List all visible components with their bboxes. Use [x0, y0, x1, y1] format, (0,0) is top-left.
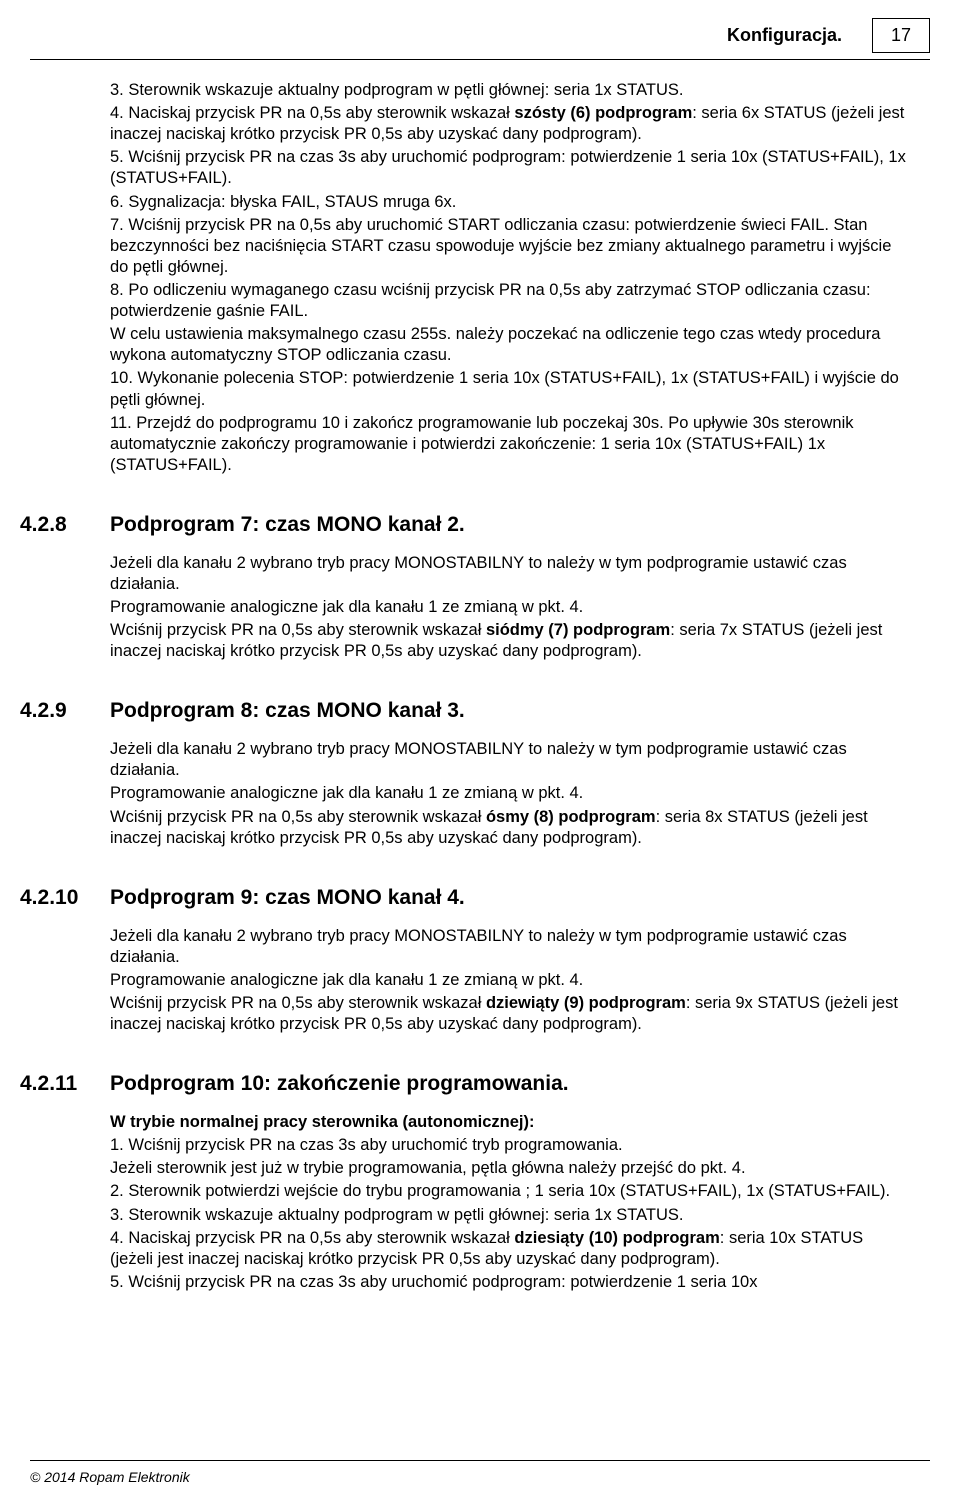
section-paragraph: 4. Naciskaj przycisk PR na 0,5s aby ster… — [110, 1228, 910, 1270]
section-heading: 4.2.11Podprogram 10: zakończenie program… — [110, 1071, 910, 1098]
section-number: 4.2.9 — [20, 698, 110, 725]
intro-paragraph: 5. Wciśnij przycisk PR na czas 3s aby ur… — [110, 147, 910, 189]
section-paragraph: Wciśnij przycisk PR na 0,5s aby sterowni… — [110, 993, 910, 1035]
section-paragraph: 3. Sterownik wskazuje aktualny podprogra… — [110, 1205, 910, 1226]
section-title: Podprogram 9: czas MONO kanał 4. — [110, 885, 465, 912]
section-body: W trybie normalnej pracy sterownika (aut… — [110, 1112, 910, 1293]
section-number: 4.2.8 — [20, 512, 110, 539]
section-title: Podprogram 8: czas MONO kanał 3. — [110, 698, 465, 725]
section-paragraph: Programowanie analogiczne jak dla kanału… — [110, 970, 910, 991]
section-paragraph: Wciśnij przycisk PR na 0,5s aby sterowni… — [110, 620, 910, 662]
page-content: 3. Sterownik wskazuje aktualny podprogra… — [0, 60, 960, 1293]
section-paragraph: Programowanie analogiczne jak dla kanału… — [110, 597, 910, 618]
section-body: Jeżeli dla kanału 2 wybrano tryb pracy M… — [110, 553, 910, 663]
section-heading: 4.2.9Podprogram 8: czas MONO kanał 3. — [110, 698, 910, 725]
section-number: 4.2.11 — [20, 1071, 110, 1098]
section-paragraph: W trybie normalnej pracy sterownika (aut… — [110, 1112, 910, 1133]
intro-paragraph: 3. Sterownik wskazuje aktualny podprogra… — [110, 80, 910, 101]
section-paragraph: Programowanie analogiczne jak dla kanału… — [110, 783, 910, 804]
section-title: Podprogram 7: czas MONO kanał 2. — [110, 512, 465, 539]
intro-paragraph: 8. Po odliczeniu wymaganego czasu wciśni… — [110, 280, 910, 322]
intro-paragraph: 7. Wciśnij przycisk PR na 0,5s aby uruch… — [110, 215, 910, 278]
intro-paragraph: 6. Sygnalizacja: błyska FAIL, STAUS mrug… — [110, 192, 910, 213]
footer-text: © 2014 Ropam Elektronik — [30, 1469, 190, 1485]
section-number: 4.2.10 — [20, 885, 110, 912]
page-header: Konfiguracja. 17 — [0, 0, 960, 59]
section-paragraph: 1. Wciśnij przycisk PR na czas 3s aby ur… — [110, 1135, 910, 1156]
footer-rule — [30, 1460, 930, 1461]
section-paragraph: Jeżeli sterownik jest już w trybie progr… — [110, 1158, 910, 1179]
section-paragraph: Jeżeli dla kanału 2 wybrano tryb pracy M… — [110, 926, 910, 968]
intro-paragraph: 4. Naciskaj przycisk PR na 0,5s aby ster… — [110, 103, 910, 145]
sections-block: 4.2.8Podprogram 7: czas MONO kanał 2. Jeż… — [110, 512, 910, 1293]
intro-block: 3. Sterownik wskazuje aktualny podprogra… — [110, 80, 910, 476]
section-title: Podprogram 10: zakończenie programowania… — [110, 1071, 569, 1098]
intro-paragraph: 10. Wykonanie polecenia STOP: potwierdze… — [110, 368, 910, 410]
page-number: 17 — [872, 18, 930, 53]
section-paragraph: 5. Wciśnij przycisk PR na czas 3s aby ur… — [110, 1272, 910, 1293]
section-heading: 4.2.10Podprogram 9: czas MONO kanał 4. — [110, 885, 910, 912]
section-body: Jeżeli dla kanału 2 wybrano tryb pracy M… — [110, 926, 910, 1036]
section-paragraph: 2. Sterownik potwierdzi wejście do trybu… — [110, 1181, 910, 1202]
intro-paragraph: 11. Przejdź do podprogramu 10 i zakończ … — [110, 413, 910, 476]
section-paragraph: Jeżeli dla kanału 2 wybrano tryb pracy M… — [110, 739, 910, 781]
section-body: Jeżeli dla kanału 2 wybrano tryb pracy M… — [110, 739, 910, 849]
section-paragraph: Wciśnij przycisk PR na 0,5s aby sterowni… — [110, 807, 910, 849]
section-paragraph: Jeżeli dla kanału 2 wybrano tryb pracy M… — [110, 553, 910, 595]
header-title: Konfiguracja. — [727, 25, 842, 46]
intro-paragraph: W celu ustawienia maksymalnego czasu 255… — [110, 324, 910, 366]
section-heading: 4.2.8Podprogram 7: czas MONO kanał 2. — [110, 512, 910, 539]
